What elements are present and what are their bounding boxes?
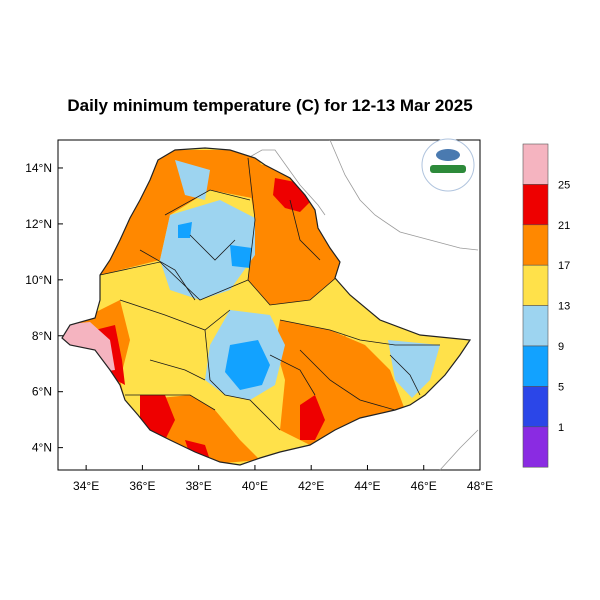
y-tick-label: 6°N (32, 385, 52, 399)
x-tick-label: 48°E (467, 479, 493, 493)
x-tick-label: 34°E (73, 479, 99, 493)
legend-bin (522, 184, 549, 226)
y-tick-label: 12°N (25, 217, 52, 231)
legend-label: 21 (558, 220, 570, 232)
legend-label: 9 (558, 341, 564, 353)
agency-logo (421, 138, 475, 192)
legend-bin (522, 224, 549, 266)
x-tick-label: 44°E (354, 479, 380, 493)
x-axis: 34°E 36°E 38°E 40°E 42°E 44°E 46°E 48°E (73, 465, 493, 493)
y-tick-label: 8°N (32, 329, 52, 343)
legend-bin (522, 264, 549, 306)
legend-bin (522, 386, 549, 428)
y-tick-label: 14°N (25, 161, 52, 175)
x-tick-label: 38°E (186, 479, 212, 493)
legend-label: 1 (558, 422, 564, 434)
map-title: Daily minimum temperature (C) for 12-13 … (67, 96, 473, 115)
y-tick-label: 4°N (32, 441, 52, 455)
legend-bin (522, 143, 549, 185)
x-tick-label: 42°E (298, 479, 324, 493)
x-tick-label: 46°E (411, 479, 437, 493)
legend-label: 25 (558, 179, 570, 191)
x-tick-label: 40°E (242, 479, 268, 493)
legend-bin (522, 426, 549, 468)
admin-boundaries (99, 157, 440, 431)
color-legend: 25 21 17 13 9 5 1 (522, 143, 570, 468)
x-tick-label: 36°E (129, 479, 155, 493)
neighbor-borders (247, 139, 479, 471)
legend-label: 17 (558, 260, 570, 272)
legend-bin (522, 345, 549, 387)
y-axis: 14°N 12°N 10°N 8°N 6°N 4°N (25, 161, 63, 455)
legend-bin (522, 305, 549, 347)
legend-label: 5 (558, 381, 564, 393)
legend-label: 13 (558, 301, 570, 313)
y-tick-label: 10°N (25, 273, 52, 287)
